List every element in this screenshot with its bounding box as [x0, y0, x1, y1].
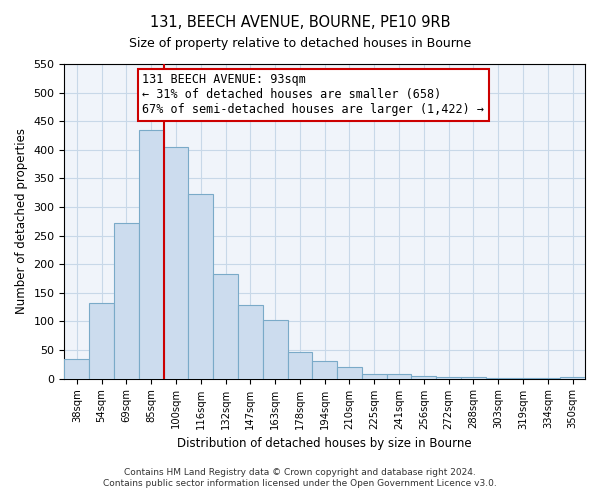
- Text: 131 BEECH AVENUE: 93sqm
← 31% of detached houses are smaller (658)
67% of semi-d: 131 BEECH AVENUE: 93sqm ← 31% of detache…: [142, 74, 484, 116]
- Bar: [188, 194, 213, 378]
- Bar: [362, 374, 386, 378]
- Bar: [412, 376, 436, 378]
- Bar: [114, 223, 139, 378]
- X-axis label: Distribution of detached houses by size in Bourne: Distribution of detached houses by size …: [178, 437, 472, 450]
- Bar: [213, 274, 238, 378]
- Text: 131, BEECH AVENUE, BOURNE, PE10 9RB: 131, BEECH AVENUE, BOURNE, PE10 9RB: [150, 15, 450, 30]
- Bar: [386, 374, 412, 378]
- Bar: [139, 130, 164, 378]
- Text: Contains HM Land Registry data © Crown copyright and database right 2024.
Contai: Contains HM Land Registry data © Crown c…: [103, 468, 497, 487]
- Bar: [238, 306, 263, 378]
- Bar: [337, 367, 362, 378]
- Bar: [287, 352, 313, 378]
- Bar: [89, 302, 114, 378]
- Text: Size of property relative to detached houses in Bourne: Size of property relative to detached ho…: [129, 38, 471, 51]
- Bar: [64, 358, 89, 378]
- Y-axis label: Number of detached properties: Number of detached properties: [15, 128, 28, 314]
- Bar: [313, 362, 337, 378]
- Bar: [263, 320, 287, 378]
- Bar: [164, 147, 188, 378]
